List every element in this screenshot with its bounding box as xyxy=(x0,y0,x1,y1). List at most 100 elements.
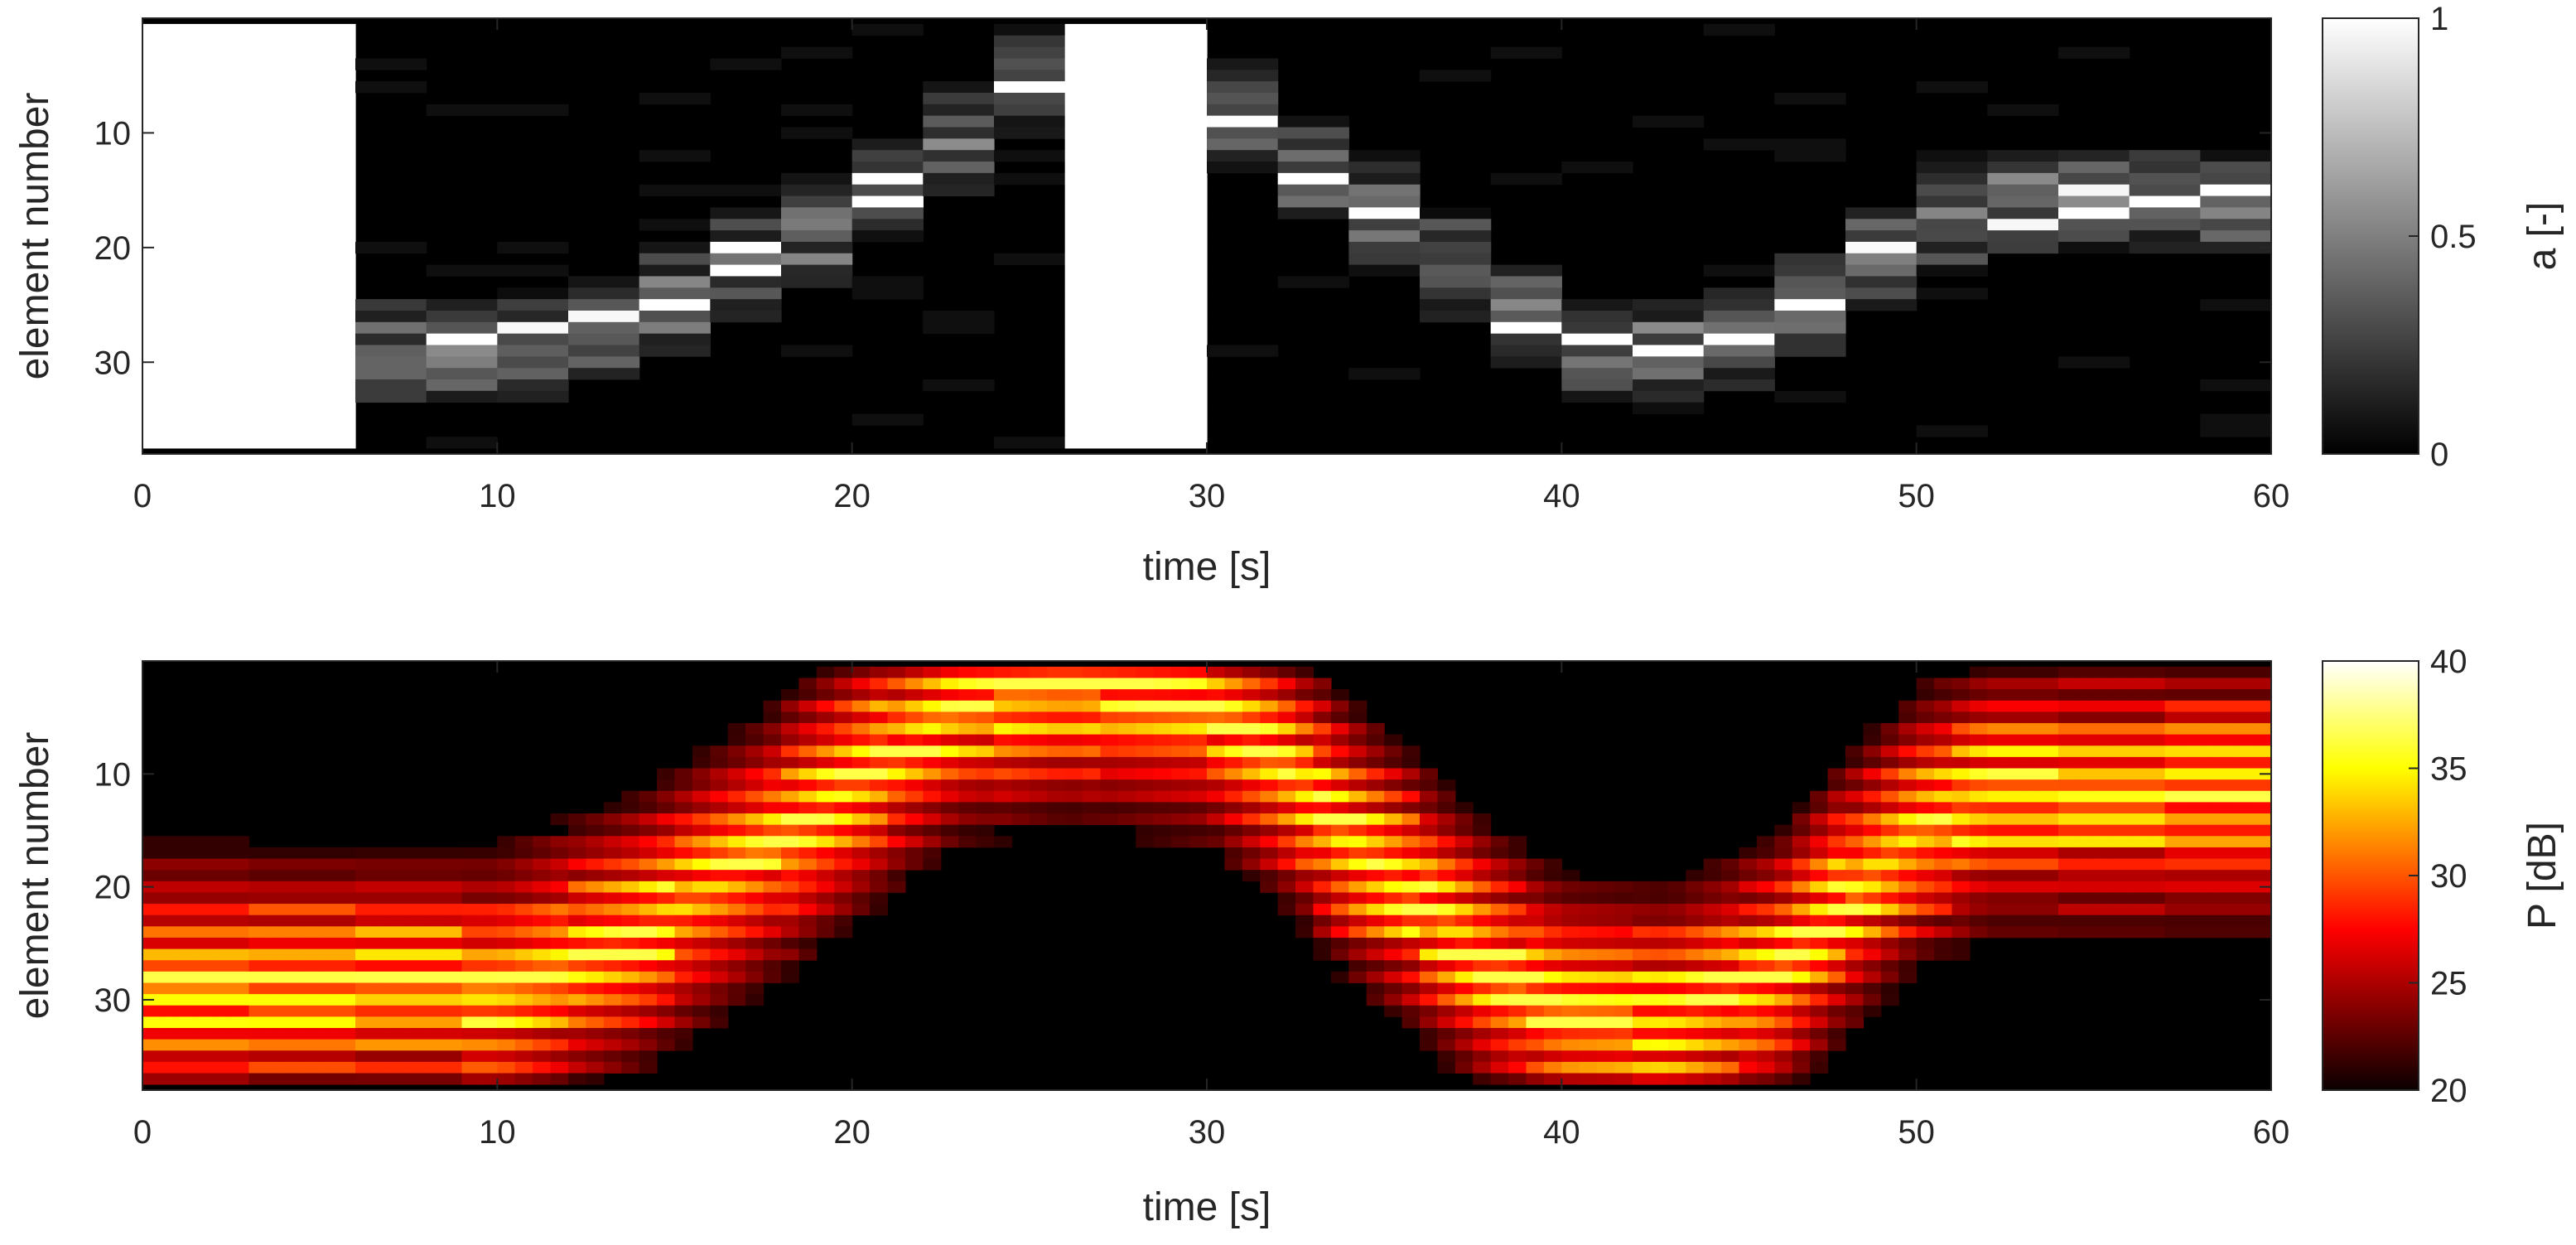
bottom-heatmap-cell xyxy=(160,914,179,927)
bottom-heatmap-cell xyxy=(674,914,693,927)
bottom-heatmap-cell xyxy=(1987,904,2006,916)
bottom-heatmap-cell xyxy=(1810,802,1829,814)
bottom-heatmap-cell xyxy=(1490,926,1509,939)
bottom-heatmap-cell xyxy=(798,881,818,893)
bottom-heatmap-cell xyxy=(284,960,303,972)
top-heatmap-cell xyxy=(213,92,285,105)
top-heatmap-cell xyxy=(1987,195,2059,208)
top-heatmap-cell xyxy=(213,184,285,196)
bottom-heatmap-cell xyxy=(887,881,906,893)
bottom-heatmap-cell xyxy=(514,937,533,949)
bottom-heatmap-cell xyxy=(1117,802,1136,814)
bottom-heatmap-cell xyxy=(1224,666,1243,678)
bottom-heatmap-cell xyxy=(1526,914,1545,927)
top-heatmap-cell xyxy=(213,115,285,128)
bottom-heatmap-cell xyxy=(1987,847,2006,859)
bottom-heatmap-cell xyxy=(1739,881,1758,893)
bottom-heatmap-cell xyxy=(320,926,339,939)
bottom-heatmap-cell xyxy=(621,847,640,859)
bottom-heatmap-cell xyxy=(603,904,622,916)
bottom-heatmap-cell xyxy=(1083,802,1102,814)
bottom-heatmap-cell xyxy=(284,937,303,949)
bottom-heatmap-cell xyxy=(1508,960,1527,972)
bottom-heatmap-cell xyxy=(2023,700,2042,712)
top-heatmap-cell xyxy=(1420,287,1492,300)
bottom-heatmap-cell xyxy=(745,870,765,882)
bottom-heatmap-cell xyxy=(798,768,818,780)
bottom-heatmap-cell xyxy=(798,914,818,927)
bottom-heatmap-cell xyxy=(2182,824,2201,837)
bottom-heatmap-cell xyxy=(461,914,480,927)
top-heatmap-cell xyxy=(851,162,924,174)
bottom-heatmap-cell xyxy=(798,836,818,848)
bottom-heatmap-cell xyxy=(763,948,782,961)
bottom-heatmap-cell xyxy=(408,1028,427,1040)
bottom-heatmap-cell xyxy=(160,971,179,983)
bottom-heatmap-cell xyxy=(177,1061,196,1074)
bottom-heatmap-cell xyxy=(461,1061,480,1074)
bottom-heatmap-cell xyxy=(142,914,162,927)
bottom-heatmap-cell xyxy=(1739,1073,1758,1085)
bottom-heatmap-cell xyxy=(320,1039,339,1051)
bottom-heatmap-cell xyxy=(1650,948,1669,961)
bottom-heatmap-cell xyxy=(1543,870,1562,882)
bottom-heatmap-cell xyxy=(2253,689,2272,702)
bottom-heatmap-cell xyxy=(1384,790,1403,803)
bottom-heatmap-cell xyxy=(887,870,906,882)
bottom-heatmap-cell xyxy=(1579,1005,1598,1017)
bottom-heatmap-cell xyxy=(639,1061,658,1074)
bottom-heatmap-cell xyxy=(1064,779,1083,792)
bottom-heatmap-cell xyxy=(160,937,179,949)
bottom-heatmap-cell xyxy=(1667,1039,1686,1051)
bottom-heatmap-cell xyxy=(1117,756,1136,769)
bottom-heatmap-cell xyxy=(851,734,871,746)
bottom-heatmap-cell xyxy=(816,678,835,690)
bottom-heatmap-cell xyxy=(550,813,569,826)
bottom-heatmap-cell xyxy=(639,802,658,814)
bottom-heatmap-cell xyxy=(1242,689,1261,702)
bottom-heatmap-cell xyxy=(1863,881,1882,893)
bottom-heatmap-cell xyxy=(1810,813,1829,826)
top-heatmap-cell xyxy=(568,321,640,335)
bottom-heatmap-cell xyxy=(266,926,285,939)
bottom-heatmap-cell xyxy=(1756,926,1775,939)
top-heatmap-cell xyxy=(923,321,995,335)
top-heatmap-cell xyxy=(426,321,498,335)
bottom-heatmap-cell xyxy=(745,824,765,837)
bottom-heatmap-cell xyxy=(2023,836,2042,848)
bottom-heatmap-cell xyxy=(1420,982,1439,995)
top-heatmap-cell xyxy=(426,264,498,277)
bottom-heatmap-cell xyxy=(1242,824,1261,837)
bottom-heatmap-cell xyxy=(2111,712,2130,724)
bottom-heatmap-cell xyxy=(248,1028,268,1040)
top-heatmap-cell xyxy=(994,58,1066,70)
bottom-heatmap-cell xyxy=(1721,914,1740,927)
bottom-heatmap-cell xyxy=(1703,948,1722,961)
bottom-heatmap-cell xyxy=(426,971,445,983)
bottom-heatmap-cell xyxy=(1633,1039,1652,1051)
bottom-heatmap-cell xyxy=(248,858,268,871)
bottom-heatmap-cell xyxy=(337,937,356,949)
top-heatmap-cell xyxy=(851,172,924,186)
top-y-tick-label: 30 xyxy=(94,345,132,381)
bottom-heatmap-cell xyxy=(1614,1061,1633,1074)
bottom-heatmap-cell xyxy=(1508,892,1527,905)
bottom-heatmap-cell xyxy=(1064,813,1083,826)
bottom-heatmap-cell xyxy=(2253,836,2272,848)
bottom-heatmap-cell xyxy=(1277,904,1296,916)
bottom-heatmap-cell xyxy=(2093,914,2112,927)
top-heatmap-cell xyxy=(1277,162,1349,174)
bottom-heatmap-cell xyxy=(1330,790,1349,803)
bottom-heatmap-cell xyxy=(1756,847,1775,859)
top-heatmap-cell xyxy=(355,321,427,335)
top-heatmap-cell xyxy=(781,241,853,254)
bottom-heatmap-cell xyxy=(887,678,906,690)
top-heatmap-cell xyxy=(426,333,498,345)
bottom-heatmap-cell xyxy=(195,914,215,927)
bottom-heatmap-cell xyxy=(1880,960,1899,972)
bottom-heatmap-cell xyxy=(2093,734,2112,746)
bottom-heatmap-cell xyxy=(1721,937,1740,949)
bottom-heatmap-cell xyxy=(2129,858,2148,871)
top-heatmap-cell xyxy=(923,127,995,139)
bottom-heatmap-cell xyxy=(231,836,250,848)
